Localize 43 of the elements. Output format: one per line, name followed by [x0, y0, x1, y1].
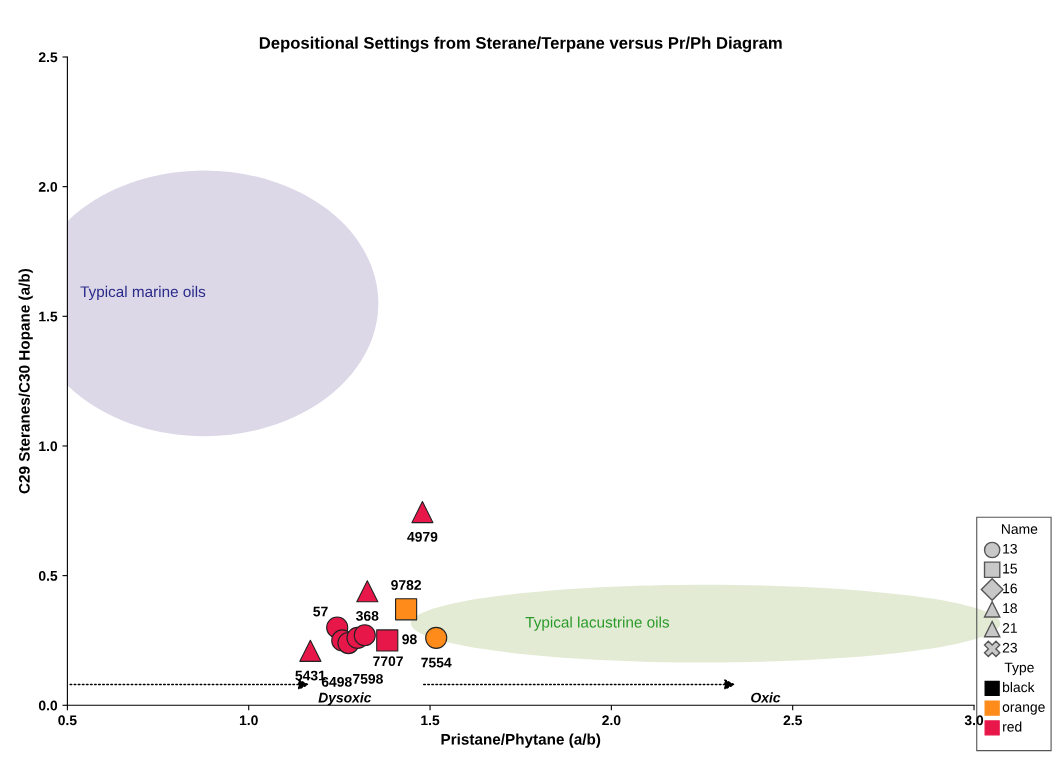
point — [411, 501, 434, 524]
annotation: Oxic — [751, 692, 781, 703]
x-tick-label: 2.5 — [783, 715, 802, 726]
y-tick-label: 1.5 — [39, 311, 58, 322]
x-tick-label: 1.5 — [421, 715, 440, 726]
annotation: 57 — [313, 606, 328, 617]
text: 15 — [1003, 563, 1017, 574]
annotation: Typical lacustrine oils — [525, 616, 670, 631]
annotation: Dysoxic — [318, 692, 372, 706]
text: 18 — [1003, 603, 1017, 614]
x-tick-label: 2.0 — [602, 715, 621, 726]
x-tick-label: 1.0 — [239, 715, 258, 726]
annotation: 7554 — [421, 657, 452, 668]
y-axis-title: C29 Steranes/C30 Hopane (a/b) — [18, 268, 33, 494]
annotation: Typical marine oils — [80, 285, 206, 301]
x-tick-label: 3.0 — [964, 715, 984, 726]
annotation: 4979 — [407, 531, 438, 542]
chart-title: Depositional Settings from Sterane/Terpane versus Pr/Ph Diagram — [259, 36, 782, 53]
y-tick-label: 0.0 — [38, 700, 58, 711]
annotation: 7707 — [373, 656, 403, 667]
point — [395, 598, 418, 621]
text: 16 — [1003, 583, 1017, 594]
annotation: 7598 — [353, 673, 383, 684]
y-tick-label: 2.0 — [38, 181, 58, 192]
text: red — [1003, 721, 1022, 732]
point — [353, 624, 376, 647]
annotation: 368 — [356, 610, 379, 621]
text: orange — [1002, 704, 1045, 715]
text: 21 — [1002, 623, 1017, 633]
text: black — [1003, 681, 1035, 693]
y-tick-label: 1.0 — [39, 441, 58, 452]
y-tick-label: 0.5 — [38, 570, 58, 581]
point — [299, 639, 322, 662]
text: Type — [1004, 662, 1034, 676]
text: 13 — [1003, 543, 1017, 554]
y-tick-label: 2.5 — [38, 52, 58, 63]
annotation: 9782 — [391, 580, 421, 590]
x-tick-label: 0.5 — [58, 715, 77, 726]
point — [356, 580, 379, 603]
x-axis-title: Pristane/Phytane (a/b) — [441, 733, 601, 748]
annotation: 98 — [402, 634, 417, 645]
text: 23 — [1002, 642, 1017, 653]
text: Name — [1001, 524, 1038, 534]
